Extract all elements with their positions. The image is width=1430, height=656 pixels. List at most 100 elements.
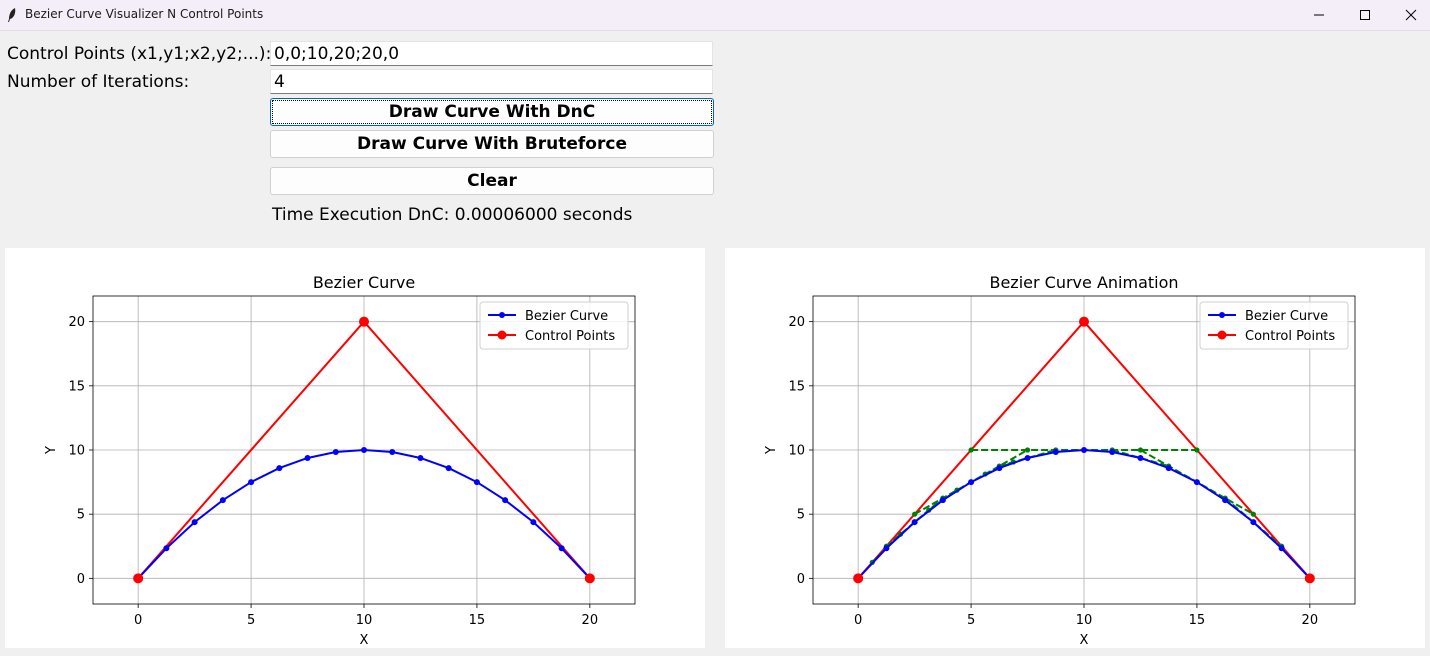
control-point-marker <box>853 573 864 584</box>
control-point-marker <box>359 316 369 327</box>
x-tick-label: 15 <box>1189 613 1206 628</box>
control-point-marker <box>1304 573 1315 584</box>
y-tick-label: 5 <box>797 508 805 523</box>
y-tick-label: 0 <box>797 572 805 587</box>
chart-title: Bezier Curve <box>313 273 415 292</box>
bezier-curve-point <box>219 497 226 504</box>
execution-time-text: Time Execution DnC: 0.00006000 seconds <box>272 205 633 225</box>
draw-dnc-button[interactable]: Draw Curve With DnC <box>270 98 714 126</box>
x-tick-label: 0 <box>134 613 142 628</box>
iterations-label: Number of Iterations: <box>7 72 190 92</box>
plot-frame <box>812 295 1356 605</box>
intermediate-point <box>912 511 918 517</box>
y-axis-label: Y <box>764 446 779 455</box>
bezier-curve-point <box>332 449 339 456</box>
control-point-marker <box>584 573 595 584</box>
bezier-curve-point <box>163 545 170 552</box>
x-tick-label: 20 <box>1302 613 1319 628</box>
intermediate-point <box>1024 447 1031 453</box>
bezier-curve-point <box>191 519 198 526</box>
bezier-curve-point <box>1193 479 1200 486</box>
intermediate-point <box>1194 447 1200 453</box>
minimize-icon <box>1314 14 1324 16</box>
bezier-curve-point <box>939 497 946 504</box>
bezier-curve-point <box>558 545 565 552</box>
bezier-curve-point <box>968 479 975 486</box>
x-axis-label: X <box>1080 633 1089 648</box>
bezier-curve-point <box>996 465 1003 472</box>
x-tick-label: 20 <box>582 613 599 628</box>
x-tick-label: 10 <box>356 613 373 628</box>
plot-frame <box>92 295 636 605</box>
legend-bezier-label: Bezier Curve <box>525 309 608 324</box>
legend-bezier-marker <box>1219 312 1225 318</box>
intermediate-point <box>1250 511 1256 517</box>
control-point-marker <box>1079 316 1089 327</box>
bezier-curve-chart: Bezier Curve 0 5 10 15 20 0 5 10 15 20 X Y Bezier Cur… <box>44 273 636 648</box>
x-tick-label: 15 <box>469 613 486 628</box>
control-points-label: Control Points (x1,y1;x2,y2;...): <box>7 44 272 64</box>
bezier-curve-point <box>1081 447 1087 453</box>
bezier-animation-plot: Bezier Curve Animation 0 5 10 15 20 0 5 10 15 20 X Y… <box>725 248 1425 648</box>
y-tick-label: 5 <box>77 508 85 523</box>
y-tick-label: 10 <box>788 444 805 459</box>
legend-box <box>479 301 629 350</box>
bezier-animation-chart: Bezier Curve Animation 0 5 10 15 20 0 5 10 15 20 X Y… <box>764 273 1356 648</box>
clear-button[interactable]: Clear <box>270 167 714 195</box>
control-points-input[interactable] <box>270 41 713 66</box>
title-bar: Bezier Curve Visualizer N Control Points <box>0 0 1430 31</box>
feather-icon <box>8 8 16 22</box>
legend-control-marker <box>497 330 507 340</box>
x-axis-label: X <box>360 633 369 648</box>
y-tick-label: 15 <box>68 379 85 394</box>
bezier-curve-point <box>1137 454 1144 461</box>
y-tick-label: 0 <box>77 572 85 587</box>
bezier-curve-point <box>473 479 480 486</box>
legend-control-label: Control Points <box>525 329 615 344</box>
close-icon <box>1405 9 1417 21</box>
bezier-curve-point <box>417 454 424 461</box>
maximize-button[interactable] <box>1342 0 1388 30</box>
intermediate-point <box>968 447 974 453</box>
legend-bezier-marker <box>499 312 505 318</box>
intermediate-point <box>1137 447 1144 453</box>
y-tick-label: 20 <box>788 315 805 330</box>
x-tick-label: 10 <box>1076 613 1093 628</box>
bezier-curve-point <box>389 449 396 456</box>
y-tick-label: 20 <box>68 315 85 330</box>
x-tick-label: 0 <box>854 613 862 628</box>
bezier-curve-point <box>1024 454 1031 461</box>
x-tick-label: 5 <box>247 613 255 628</box>
iterations-input[interactable] <box>270 69 713 94</box>
window-title: Bezier Curve Visualizer N Control Points <box>25 7 264 21</box>
close-button[interactable] <box>1388 0 1430 30</box>
bezier-curve-point <box>445 465 452 472</box>
y-tick-label: 15 <box>788 379 805 394</box>
chart-title: Bezier Curve Animation <box>989 273 1178 292</box>
y-tick-label: 10 <box>68 444 85 459</box>
legend-bezier-label: Bezier Curve <box>1245 309 1328 324</box>
control-point-marker <box>133 573 144 584</box>
bezier-curve-plot: Bezier Curve 0 5 10 15 20 0 5 10 15 20 X Y Bezier Cur… <box>5 248 705 648</box>
legend-box <box>1199 301 1349 350</box>
bezier-curve-point <box>1278 545 1285 552</box>
bezier-curve-point <box>361 447 367 453</box>
bezier-curve-point <box>276 465 283 472</box>
bezier-curve-point <box>883 545 890 552</box>
bezier-curve-point <box>248 479 255 486</box>
y-axis-label: Y <box>44 446 59 455</box>
bezier-curve-point <box>1165 465 1172 472</box>
bezier-curve-point <box>911 519 918 526</box>
bezier-curve-point <box>304 454 311 461</box>
bezier-curve-point <box>1250 519 1257 526</box>
bezier-curve-point <box>530 519 537 526</box>
bezier-curve-point <box>502 497 509 504</box>
legend-control-marker <box>1217 330 1227 340</box>
legend-control-label: Control Points <box>1245 329 1335 344</box>
bezier-curve-point <box>1052 449 1059 456</box>
x-tick-label: 5 <box>967 613 975 628</box>
bezier-curve-point <box>1222 497 1229 504</box>
draw-bruteforce-button[interactable]: Draw Curve With Bruteforce <box>270 130 714 158</box>
maximize-icon <box>1360 10 1370 20</box>
minimize-button[interactable] <box>1296 0 1342 30</box>
